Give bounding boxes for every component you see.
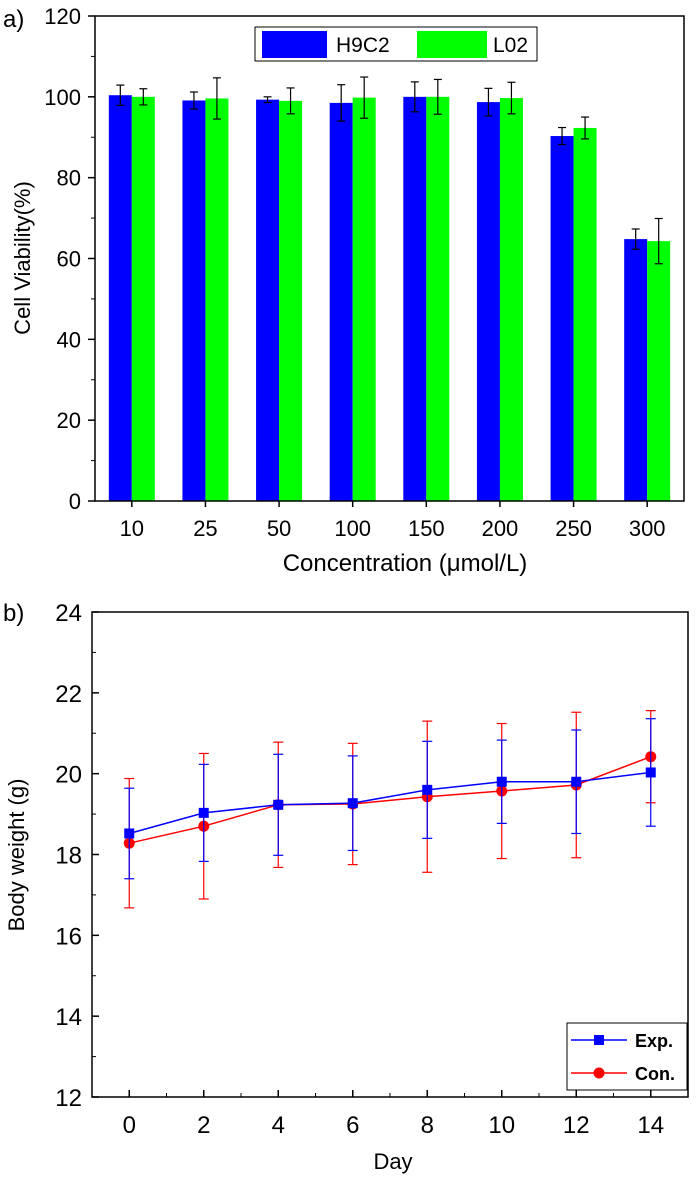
panel-label-a: a) bbox=[3, 6, 24, 33]
line-series-group bbox=[123, 710, 657, 909]
point-exp-day-14 bbox=[645, 767, 656, 778]
bar-h9c2-25 bbox=[182, 100, 206, 502]
x-tick-label: 12 bbox=[563, 1112, 590, 1139]
y-tick-label: 60 bbox=[57, 247, 81, 272]
bar-h9c2-10 bbox=[108, 95, 132, 501]
y-axis-label: Cell Viability(%) bbox=[10, 181, 35, 335]
bar-l02-50 bbox=[279, 100, 303, 501]
x-tick-label: 0 bbox=[123, 1112, 136, 1139]
x-tick-label: 2 bbox=[197, 1112, 210, 1139]
x-tick-label: 250 bbox=[555, 516, 592, 541]
point-exp-day-2 bbox=[198, 807, 209, 818]
y-tick-label: 120 bbox=[44, 4, 81, 29]
series-line-exp bbox=[129, 771, 651, 835]
x-axis-ticks: 10 25 50 100 150 200 250 300 bbox=[120, 501, 666, 541]
y-axis-ticks: 0 20 40 60 80 100 120 bbox=[44, 4, 95, 514]
bar-h9c2-200 bbox=[476, 102, 500, 502]
point-exp-day-0 bbox=[124, 828, 135, 839]
y-tick-label: 22 bbox=[55, 681, 82, 708]
legend-swatch-h9c2 bbox=[262, 31, 327, 58]
error-bar-group bbox=[116, 76, 663, 265]
bar-h9c2-50 bbox=[256, 99, 280, 501]
x-tick-label: 10 bbox=[120, 516, 144, 541]
bar-h9c2-100 bbox=[329, 102, 353, 501]
bar-h9c2-150 bbox=[403, 96, 427, 501]
x-tick-label: 4 bbox=[272, 1112, 285, 1139]
x-tick-label: 150 bbox=[408, 516, 445, 541]
bar-l02-200 bbox=[499, 98, 523, 501]
point-exp-day-12 bbox=[571, 776, 582, 787]
y-axis-ticks: 12 14 16 18 20 22 24 bbox=[55, 600, 99, 1112]
legend: Exp. Con. bbox=[566, 1022, 688, 1091]
x-axis-label: Concentration (μmol/L) bbox=[283, 550, 528, 577]
bar-l02-25 bbox=[205, 98, 229, 501]
legend-swatch-l02 bbox=[417, 31, 487, 58]
point-exp-day-8 bbox=[422, 784, 433, 795]
bar-l02-100 bbox=[352, 97, 376, 502]
point-exp-day-4 bbox=[273, 799, 284, 810]
legend-marker-exp bbox=[594, 1035, 604, 1045]
point-exp-day-6 bbox=[347, 798, 358, 809]
bar-l02-300 bbox=[647, 241, 671, 501]
y-tick-label: 12 bbox=[55, 1085, 82, 1112]
x-tick-label: 6 bbox=[346, 1112, 359, 1139]
series-line-con bbox=[129, 755, 652, 844]
legend-label-l02: L02 bbox=[493, 34, 528, 57]
legend-label-h9c2: H9C2 bbox=[336, 34, 390, 57]
y-tick-label: 14 bbox=[55, 1004, 82, 1031]
y-tick-label: 18 bbox=[55, 843, 82, 870]
y-tick-label: 24 bbox=[55, 600, 82, 627]
x-tick-label: 8 bbox=[421, 1112, 434, 1139]
y-tick-label: 80 bbox=[57, 166, 81, 191]
y-tick-label: 20 bbox=[55, 762, 82, 789]
x-tick-label: 100 bbox=[334, 516, 371, 541]
legend-label-exp: Exp. bbox=[635, 1031, 673, 1051]
y-tick-label: 20 bbox=[57, 408, 81, 433]
x-axis-ticks: 0 2 4 6 8 10 12 14 bbox=[123, 1090, 664, 1139]
bar-l02-150 bbox=[426, 96, 450, 501]
legend-label-con: Con. bbox=[635, 1064, 675, 1084]
x-tick-label: 300 bbox=[629, 516, 666, 541]
x-axis-label: Day bbox=[373, 1149, 412, 1174]
bar-h9c2-250 bbox=[550, 136, 574, 501]
x-tick-label: 25 bbox=[193, 516, 217, 541]
x-tick-label: 14 bbox=[637, 1112, 664, 1139]
x-tick-label: 10 bbox=[488, 1112, 515, 1139]
panel-a-bar-chart: a) 0 20 40 60 80 100 120 10 25 50 100 150 200 250 300… bbox=[3, 4, 685, 577]
bar-l02-250 bbox=[573, 127, 597, 502]
legend: H9C2 L02 bbox=[254, 26, 538, 62]
point-exp-day-10 bbox=[496, 776, 507, 787]
y-tick-label: 16 bbox=[55, 923, 82, 950]
y-axis-label: Body weight (g) bbox=[4, 779, 29, 932]
legend-marker-con bbox=[593, 1067, 605, 1079]
y-tick-label: 40 bbox=[57, 327, 81, 352]
bar-h9c2-300 bbox=[624, 239, 648, 501]
y-tick-label: 0 bbox=[69, 489, 81, 514]
legend-box bbox=[566, 1022, 688, 1091]
x-tick-label: 50 bbox=[267, 516, 291, 541]
x-tick-label: 200 bbox=[482, 516, 519, 541]
panel-label-b: b) bbox=[3, 600, 24, 627]
bar-series-group bbox=[108, 95, 671, 502]
y-tick-label: 100 bbox=[44, 85, 81, 110]
bar-l02-10 bbox=[131, 96, 155, 501]
